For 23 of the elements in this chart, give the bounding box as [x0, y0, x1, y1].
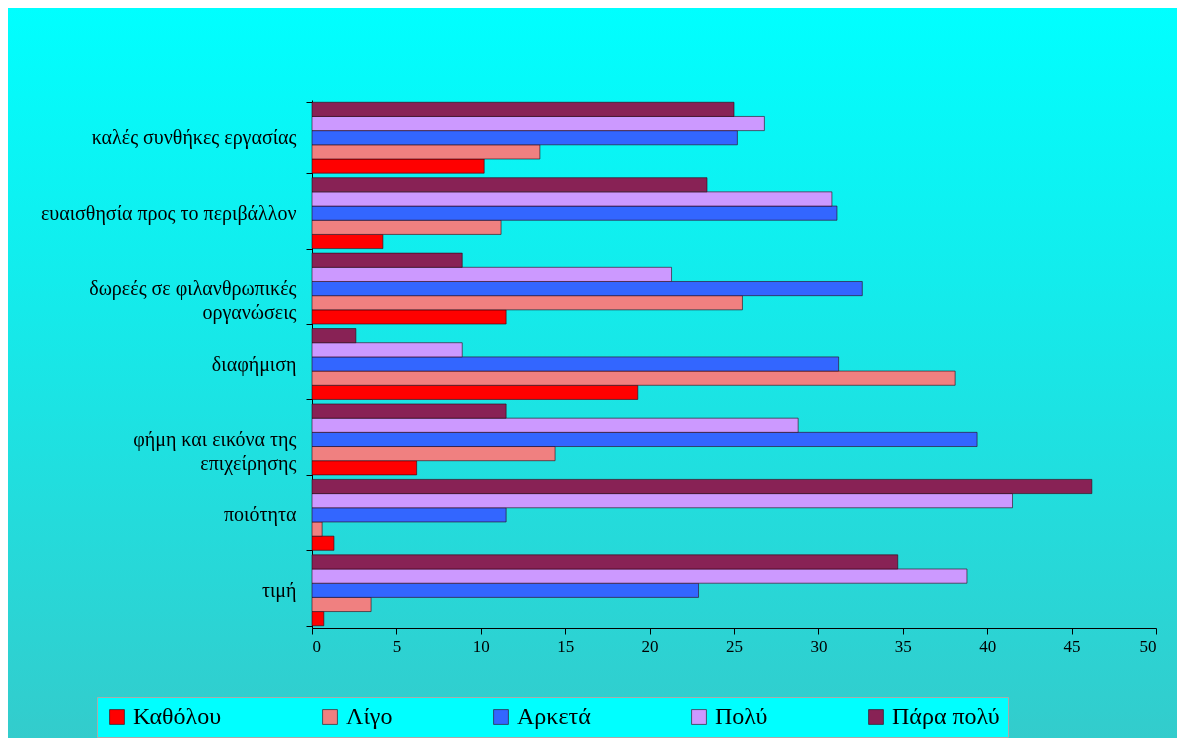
legend-label: Λίγο	[346, 703, 393, 729]
y-tick-label: τιμή	[261, 578, 297, 602]
y-tick-label: καλές συνθήκες εργασίας	[91, 126, 297, 150]
x-tick-label: 25	[726, 636, 743, 656]
x-tick-label: 0	[312, 636, 321, 656]
y-tick-label: ευαισθησία προς το περιβάλλον	[40, 201, 297, 225]
x-tick-label: 40	[979, 636, 997, 656]
legend-label: Πάρα πολύ	[892, 703, 1000, 729]
legend-label: Αρκετά	[517, 703, 592, 729]
x-tick-label: 50	[1139, 636, 1157, 656]
y-tick-label: φήμη και εικόνα της επιχείρησης	[133, 427, 297, 475]
legend-label: Καθόλου	[133, 703, 222, 729]
y-tick-label: δωρεές σε φιλανθρωπικές οργανώσεις	[89, 277, 297, 325]
y-tick-label: ποιότητα	[224, 503, 298, 527]
y-tick-label: διαφήμιση	[211, 352, 297, 376]
x-tick-label: 45	[1063, 636, 1081, 656]
x-tick-label: 10	[472, 636, 490, 656]
x-tick-label: 5	[392, 636, 402, 656]
x-tick-label: 30	[810, 636, 828, 656]
legend-label: Πολύ	[715, 703, 768, 729]
x-tick-label: 20	[641, 636, 659, 656]
x-tick-label: 15	[557, 636, 575, 656]
x-tick-label: 35	[894, 636, 912, 656]
